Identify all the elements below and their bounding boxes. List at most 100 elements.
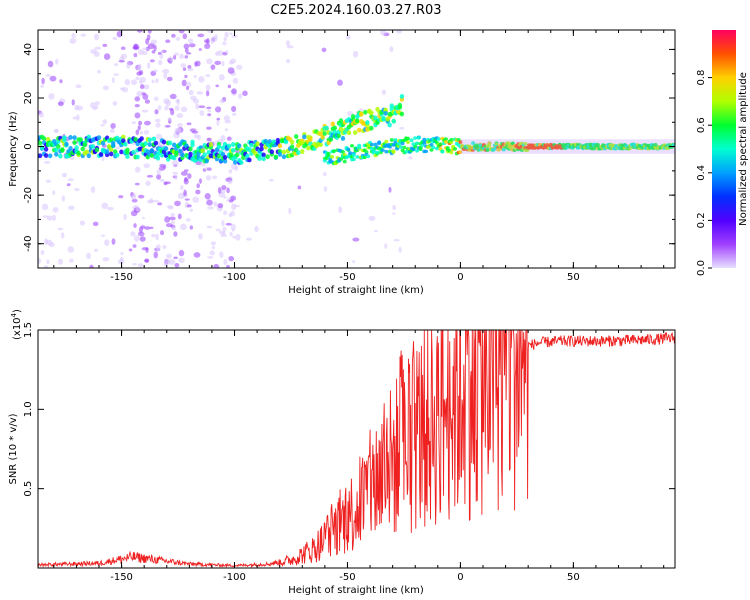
spectrogram-cell [308, 137, 313, 142]
spectrogram-speckle [80, 33, 87, 37]
spectrogram-speckle [207, 109, 212, 113]
spectrogram-speckle [171, 220, 175, 225]
spectrogram-cell [383, 107, 388, 113]
spectrogram-cell [38, 140, 43, 146]
y-tick-label: 1.5 [23, 322, 34, 338]
spectrogram-cell [226, 143, 232, 149]
spectrogram-cell [363, 109, 368, 115]
spectrogram-cell [406, 140, 411, 144]
spectrogram-cell [387, 122, 392, 128]
spectrogram-speckle [157, 105, 162, 111]
spectrogram-speckle [207, 206, 214, 210]
spectrogram-speckle [169, 107, 174, 111]
spectrogram-speckle [111, 238, 116, 245]
spectrogram-speckle [268, 178, 274, 182]
spectrogram-speckle [206, 256, 214, 259]
spectrogram-speckle [138, 63, 142, 70]
spectrogram-speckle [210, 64, 216, 70]
spectrogram-cell [354, 118, 360, 124]
spectrogram-cell [204, 158, 209, 164]
spectrogram-speckle [381, 89, 387, 95]
spectrogram-speckle [44, 238, 49, 245]
spectrogram-speckle [133, 223, 137, 228]
x-tick-label: 50 [567, 272, 580, 283]
spectrogram-cell [125, 154, 130, 159]
spectrogram-cell [532, 146, 537, 150]
spectrogram-speckle [163, 72, 168, 79]
spectrogram-speckle [171, 226, 176, 231]
spectrogram-speckle [165, 223, 173, 228]
spectrogram-speckle [130, 193, 137, 200]
spectrogram-speckle [242, 90, 248, 97]
spectrogram-speckle [396, 30, 402, 34]
spectrogram-speckle [102, 43, 108, 48]
colorbar-tick-label: 0.2 [696, 212, 707, 228]
spectrogram-speckle [49, 242, 55, 248]
spectrogram-cell [398, 145, 403, 149]
spectrogram-cell [230, 147, 236, 153]
spectrogram-cell [172, 155, 177, 161]
spectrogram-cell [322, 159, 327, 163]
spectrogram-speckle [221, 60, 225, 67]
spectrogram-cell [415, 141, 420, 146]
spectrogram-cell [300, 149, 305, 155]
spectrogram-speckle [165, 39, 171, 44]
spectrogram-speckle [182, 67, 187, 71]
spectrogram-cell [406, 136, 411, 141]
spectrogram-cell [78, 137, 83, 143]
spectrogram-cell [350, 114, 356, 119]
spectrogram-speckle [225, 222, 232, 226]
snr-ticks: -150 -100 -50 0 50 0.5 1.0 1.5 [23, 322, 675, 583]
spectrogram-speckle [285, 40, 291, 46]
spectrogram-cell [296, 150, 301, 156]
spectrogram-speckle [164, 105, 169, 111]
spectrogram-cell [121, 134, 126, 140]
spectrogram-speckle [100, 123, 105, 127]
spectrogram-cell [43, 153, 49, 158]
spectrogram-speckle [196, 183, 200, 189]
spectrogram-cell [458, 140, 463, 144]
spectrogram-speckle [139, 80, 143, 84]
spectrogram-speckle [230, 223, 236, 231]
spectrogram-cell [438, 142, 443, 146]
spectrogram-speckle [137, 30, 143, 33]
spectrogram-speckle [173, 231, 178, 237]
spectrogram-cell [94, 147, 100, 153]
spectrogram-cell [381, 116, 386, 121]
spectrogram-speckle [227, 84, 232, 89]
spectrogram-cell [68, 146, 73, 151]
spectrogram-speckle [90, 48, 97, 54]
spectrogram-speckle [171, 33, 176, 38]
spectrogram-speckle [173, 54, 177, 60]
spectrogram-speckle [192, 196, 200, 203]
x-tick-label: 0 [457, 272, 463, 283]
spectrogram-speckle [52, 207, 59, 213]
spectrogram-cell [383, 110, 388, 116]
spectrogram-cell [375, 150, 380, 155]
spectrogram-speckle [206, 199, 213, 206]
spectrogram-speckle [52, 190, 56, 196]
spectrogram-speckle [174, 263, 180, 268]
spectrogram-speckle [150, 39, 158, 45]
spectrogram-speckle [104, 239, 110, 246]
spectrogram-cell [340, 150, 345, 154]
spectrogram-speckle [146, 34, 151, 41]
spectrogram-speckle [223, 195, 227, 199]
spectrogram-speckle [207, 113, 212, 117]
spectrogram-cell [332, 125, 338, 131]
spectrogram-cell [369, 125, 374, 131]
svg-text:(x104): (x104) [10, 309, 23, 340]
spectrogram-speckle [151, 79, 155, 84]
spectrogram-speckle [205, 90, 210, 97]
spectrogram-speckle [126, 62, 131, 69]
spectrogram-cell [338, 118, 344, 124]
spectrogram-speckle [174, 105, 180, 111]
spectrogram-cell [415, 149, 420, 153]
spectrogram-speckle [137, 125, 141, 131]
spectrogram-cell [269, 149, 274, 155]
spectrogram-cell [222, 158, 228, 164]
spectrogram-cell [96, 135, 102, 141]
spectrogram-speckle [226, 264, 230, 268]
spectrogram-speckle [120, 46, 126, 50]
